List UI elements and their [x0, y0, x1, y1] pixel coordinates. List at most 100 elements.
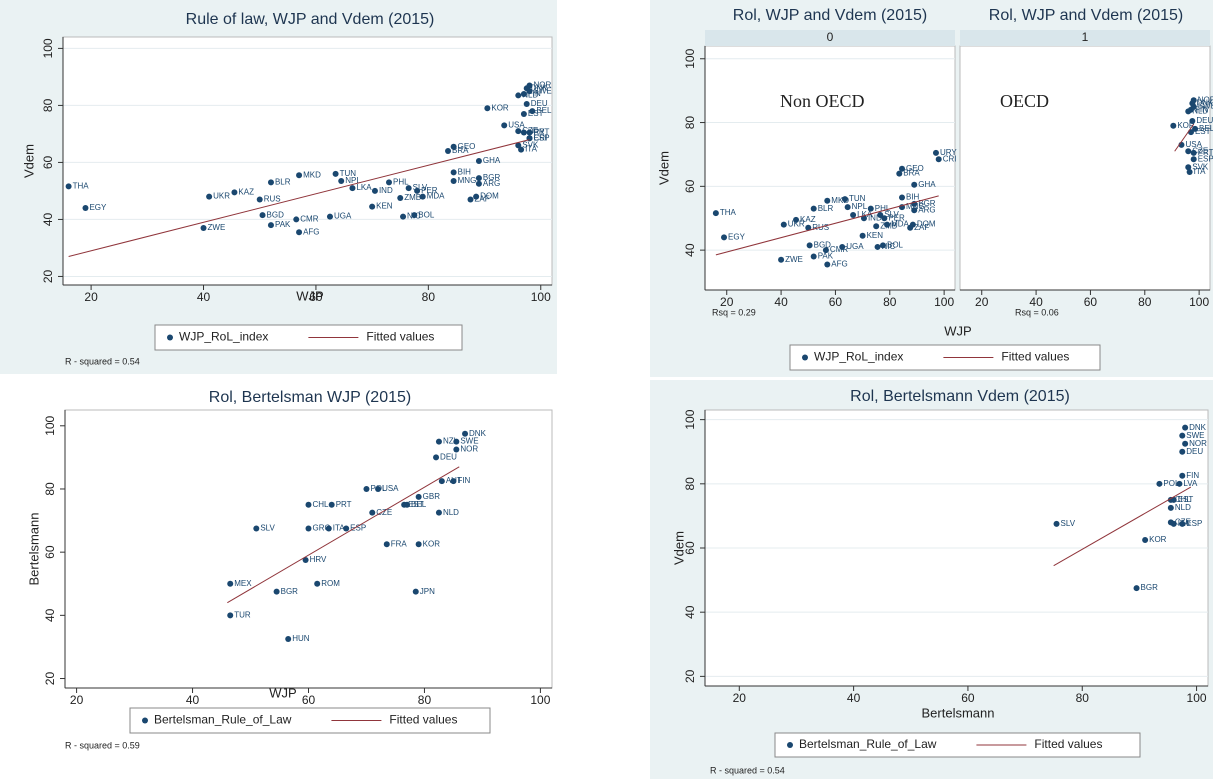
point-label: NOR — [1189, 439, 1207, 448]
point — [467, 196, 474, 203]
point-label: KAZ — [800, 215, 816, 224]
x-tick-label: 100 — [1189, 295, 1209, 309]
point-label: BLR — [275, 177, 291, 186]
point — [1179, 472, 1186, 479]
point-label: USA — [1185, 140, 1202, 149]
point-label: ZWE — [785, 255, 803, 264]
point-label: ITA — [333, 524, 346, 533]
point — [881, 215, 888, 222]
point-label: EST — [1195, 127, 1211, 136]
point — [450, 177, 457, 184]
x-tick-label: 100 — [934, 295, 954, 309]
legend-label: Fitted values — [1001, 350, 1069, 364]
point — [415, 541, 422, 548]
point — [475, 158, 482, 164]
point-label: CHL — [1175, 495, 1192, 504]
x-tick-label: 40 — [197, 290, 211, 304]
facet-strip — [705, 30, 955, 46]
point-label: NOR — [460, 445, 478, 454]
chart-title: Rol, WJP and Vdem (2015) — [989, 7, 1183, 24]
facet-label: 0 — [827, 30, 834, 44]
point — [899, 165, 906, 172]
point — [305, 525, 312, 532]
point-label: BEL — [411, 500, 427, 509]
point-label: ZMB — [404, 193, 421, 202]
legend-swatch — [142, 717, 148, 724]
point-label: TUN — [849, 194, 866, 203]
point — [411, 212, 418, 219]
point-label: NOR — [534, 81, 552, 90]
point-label: ZWE — [208, 223, 226, 232]
x-tick-label: 20 — [975, 295, 989, 309]
point-label: ARG — [483, 179, 500, 188]
legend-label: Fitted values — [389, 713, 457, 727]
point — [1053, 520, 1060, 527]
point-label: USA — [508, 120, 525, 129]
point — [839, 243, 846, 250]
point-label: CRI — [534, 133, 548, 142]
point-label: PHL — [393, 177, 409, 186]
point — [475, 180, 482, 187]
point-label: SWE — [1198, 102, 1213, 111]
plot-area — [64, 409, 553, 689]
legend-label: WJP_RoL_index — [814, 350, 903, 364]
point — [302, 557, 309, 564]
y-tick-label: 40 — [43, 608, 57, 622]
point — [296, 172, 303, 179]
point — [873, 223, 880, 230]
x-tick-label: 100 — [531, 290, 551, 304]
chart-title: Rol, Bertelsman WJP (2015) — [209, 389, 411, 406]
point-label: DOM — [917, 220, 936, 229]
point-label: IND — [379, 186, 393, 195]
point-label: BEL — [1199, 124, 1213, 133]
point-label: JPN — [420, 587, 435, 596]
y-tick-label: 60 — [683, 179, 697, 193]
point — [349, 185, 356, 192]
point — [515, 142, 522, 149]
point-label: MDA — [891, 220, 909, 229]
point — [1167, 496, 1174, 503]
point — [1170, 122, 1177, 129]
point-label: AFG — [831, 260, 847, 269]
point — [859, 232, 866, 239]
point — [293, 216, 300, 223]
point — [363, 485, 370, 492]
y-tick-label: 20 — [683, 669, 697, 683]
point — [501, 122, 508, 129]
x-tick-label: 80 — [422, 290, 436, 304]
y-tick-label: 80 — [683, 477, 697, 491]
point — [867, 205, 874, 212]
point — [475, 175, 482, 182]
point-label: GHA — [918, 180, 936, 189]
y-tick-label: 100 — [43, 415, 57, 435]
point-label: ITA — [1194, 167, 1207, 176]
point — [806, 242, 813, 249]
point — [343, 525, 350, 532]
facet-strip — [960, 30, 1210, 46]
point — [405, 185, 412, 192]
point-label: FRA — [391, 539, 408, 548]
point-label: GEO — [906, 164, 924, 173]
x-axis-label: WJP — [296, 288, 323, 303]
point — [896, 170, 903, 177]
x-tick-label: 60 — [1084, 295, 1098, 309]
point — [520, 110, 527, 117]
point-label: DNK — [531, 83, 549, 92]
point — [296, 229, 303, 236]
note: Rsq = 0.06 — [1015, 307, 1059, 317]
x-axis-label: Bertelsmann — [922, 705, 995, 720]
point — [369, 203, 376, 210]
x-tick-label: 60 — [309, 290, 323, 304]
point — [453, 446, 460, 453]
point — [314, 580, 321, 587]
point — [518, 146, 525, 153]
point — [1190, 97, 1197, 104]
point-label: MEX — [234, 579, 252, 588]
point — [326, 213, 333, 220]
point-label: IND — [868, 213, 882, 222]
y-tick-label: 100 — [683, 409, 697, 429]
point-label: CZE — [376, 508, 392, 517]
y-tick-label: 100 — [41, 38, 55, 58]
point — [911, 181, 918, 188]
point-label: EGY — [89, 203, 107, 212]
